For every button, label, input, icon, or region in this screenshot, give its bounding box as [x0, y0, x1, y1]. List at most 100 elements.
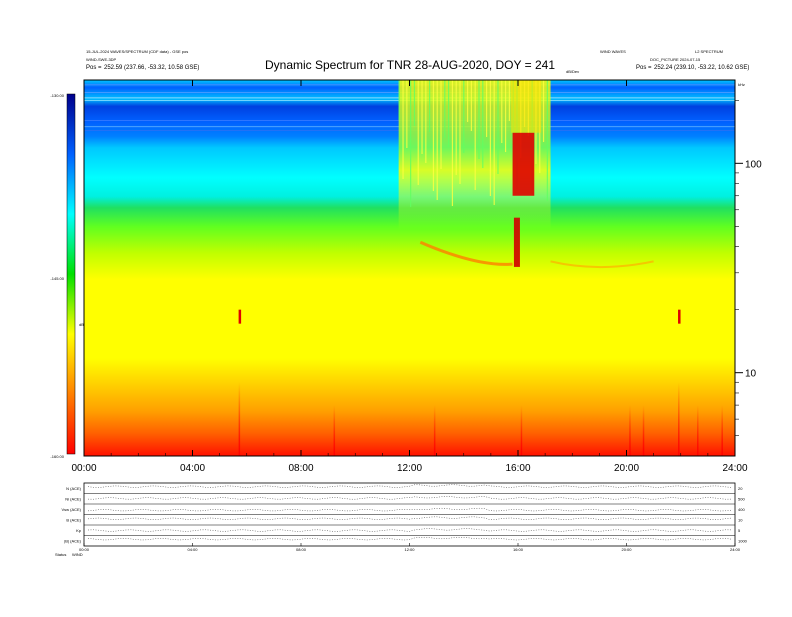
- emission-streak: [497, 80, 499, 174]
- emission-streak: [451, 80, 454, 206]
- emission-streak: [478, 80, 480, 159]
- spectrogram-features: [238, 80, 723, 456]
- panel-trace: [87, 537, 732, 541]
- panel-time-label: 12:00: [404, 547, 415, 552]
- x-tick-label: 08:00: [288, 463, 313, 474]
- y-axis: 10 100: [735, 99, 762, 437]
- emission-streak: [501, 80, 503, 143]
- colorbar-max-label: -130.00: [50, 93, 64, 98]
- header-info-right-3: DOC_PICTURE 2024-07-15: [650, 57, 701, 62]
- emission-streak: [421, 80, 423, 154]
- panel-scale: 400: [738, 507, 745, 512]
- panel-label: Kp: [76, 528, 82, 533]
- spike-streak: [238, 382, 241, 456]
- emission-streak: [448, 80, 450, 147]
- x-tick-label: 20:00: [614, 463, 639, 474]
- emission-streak: [485, 80, 488, 137]
- low-freq-streak: [433, 405, 436, 456]
- panel-scale: 10: [738, 517, 743, 522]
- spike-mark: [238, 309, 242, 324]
- panel-time-label: 16:00: [513, 547, 524, 552]
- emission-streak: [470, 80, 473, 131]
- colorbar-unit-label: dB: [79, 322, 84, 327]
- colorbar-mid-label: -145.00: [50, 276, 64, 281]
- x-tick-label: 16:00: [505, 463, 530, 474]
- x-tick-label: 24:00: [722, 463, 747, 474]
- chart-title: Dynamic Spectrum for TNR 28-AUG-2020, DO…: [265, 58, 555, 72]
- low-freq-streak: [333, 405, 336, 456]
- panel-time-label: 04:00: [187, 547, 198, 552]
- header-pos-left: 252.59 (237.66, -53.32, 10.58 GSE): [104, 65, 199, 71]
- emission-streak: [493, 80, 495, 205]
- emission-streak: [440, 80, 442, 169]
- x-tick-label: 00:00: [71, 463, 96, 474]
- emission-streak: [482, 80, 484, 168]
- emission-streak: [425, 80, 427, 163]
- panel-label: N (ACE): [66, 486, 82, 491]
- panel-trace: [87, 496, 732, 500]
- spike-streak: [678, 382, 680, 456]
- emission-arc: [419, 240, 513, 266]
- intense-burst: [512, 132, 535, 196]
- colorbar-min-label: -160.00: [50, 454, 64, 459]
- emission-streak: [474, 80, 476, 190]
- bottom-panels: N (ACE) 20 Ni (ACE) 500 Vsw (ACE) 400 B (ACE) 1…: [61, 482, 748, 552]
- x-tick-label: 12:00: [397, 463, 422, 474]
- emission-streak: [432, 80, 435, 191]
- emission-streak: [413, 80, 416, 126]
- emission-streak: [410, 80, 412, 207]
- panel-time-label: 24:00: [730, 547, 741, 552]
- header-mid-label: dB/Dev: [566, 69, 579, 74]
- low-freq-streak: [520, 405, 523, 456]
- header-info-right-1: WIND WAVES: [600, 49, 626, 54]
- y-axis-unit-label: kHz: [738, 82, 745, 87]
- panel-time-label: 00:00: [79, 547, 90, 552]
- panel-trace: [87, 516, 732, 520]
- low-freq-streak: [642, 405, 645, 456]
- emission-streak: [398, 80, 400, 120]
- colorbar: [66, 93, 76, 455]
- panel-scale: 20: [738, 486, 743, 491]
- panel-label: |B| (ACE): [64, 538, 81, 543]
- emission-streak: [467, 80, 469, 122]
- panel-scale: 5: [738, 528, 741, 533]
- header-info-line-2: WIND-SWE-3DP: [86, 57, 117, 62]
- emission-streak: [406, 80, 408, 148]
- burst-column: [511, 80, 542, 133]
- y-tick-label: 10: [745, 369, 757, 380]
- emission-streak: [429, 80, 431, 132]
- low-freq-streak: [721, 405, 723, 456]
- emission-streak: [489, 80, 491, 196]
- panel-label: B (ACE): [66, 517, 81, 522]
- emission-streak: [546, 80, 548, 201]
- emission-streak: [402, 80, 404, 179]
- emission-streak: [444, 80, 446, 138]
- emission-arc: [550, 260, 654, 269]
- low-freq-streak: [629, 405, 631, 456]
- emission-streak: [417, 80, 419, 185]
- header-info-line-1: 15-JUL-2024 WAVES/SPECTRUM (CDF data) - …: [86, 49, 188, 54]
- header-info-right-2: L2 SPECTRUM: [695, 49, 723, 54]
- status-value: WIND: [72, 552, 83, 557]
- panel-label: Ni (ACE): [65, 496, 81, 501]
- x-axis: 00:00 04:00 08:00 12:00 16:00 20:00 24:00: [71, 80, 748, 474]
- emission-streak: [459, 80, 461, 184]
- header-pos-right: 252.24 (239.10, -53.22, 10.62 GSE): [654, 65, 749, 71]
- status-label: Status: [55, 552, 66, 557]
- x-tick-label: 04:00: [180, 463, 205, 474]
- panel-scale: 500: [738, 496, 745, 501]
- spike-mark: [678, 309, 681, 324]
- panel-scale: 1000: [738, 538, 748, 543]
- emission-streak: [455, 80, 457, 175]
- header-pos-label-left: Pos =: [86, 65, 102, 71]
- header-pos-label-right: Pos =: [636, 65, 652, 71]
- panel-trace: [87, 507, 732, 512]
- emission-streak: [436, 80, 438, 200]
- low-freq-streak: [697, 405, 699, 456]
- panel-time-label: 08:00: [296, 547, 307, 552]
- emission-streak: [463, 80, 465, 153]
- y-tick-label: 100: [745, 159, 762, 170]
- emission-streak: [504, 80, 507, 152]
